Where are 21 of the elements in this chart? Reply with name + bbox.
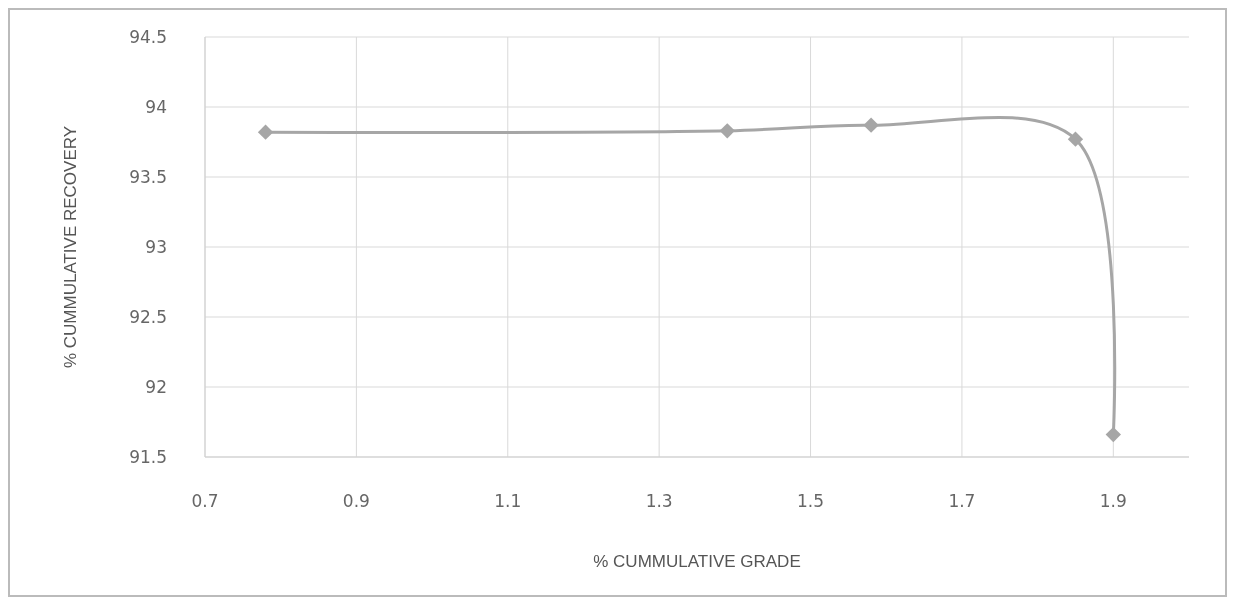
point: [1105, 426, 1121, 443]
x-tick-label: 1.9: [1099, 491, 1127, 511]
point: [863, 117, 879, 133]
point: [719, 123, 735, 139]
y-tick-label: 94.5: [129, 26, 167, 47]
y-tick-label: 93.5: [129, 166, 167, 187]
x-tick-label: 1.5: [797, 491, 825, 511]
y-axis-title: % CUMMULATIVE RECOVERY: [61, 125, 80, 369]
x-axis-title: % CUMMULATIVE GRADE: [593, 552, 801, 571]
x-tick-label: 1.7: [948, 491, 976, 511]
y-tick-label: 91.5: [129, 446, 167, 467]
y-tick-label: 93: [145, 236, 167, 257]
x-tick-label: 1.1: [494, 491, 522, 511]
y-tick-label: 92.5: [129, 306, 167, 327]
y-tick-label: 94: [145, 96, 167, 117]
x-tick-label: 0.7: [191, 491, 219, 511]
x-tick-label: 1.3: [645, 491, 673, 511]
x-tick-label: 0.9: [342, 491, 370, 511]
y-tick-label: 92: [145, 376, 167, 397]
point: [1067, 131, 1084, 147]
point: [257, 124, 274, 140]
